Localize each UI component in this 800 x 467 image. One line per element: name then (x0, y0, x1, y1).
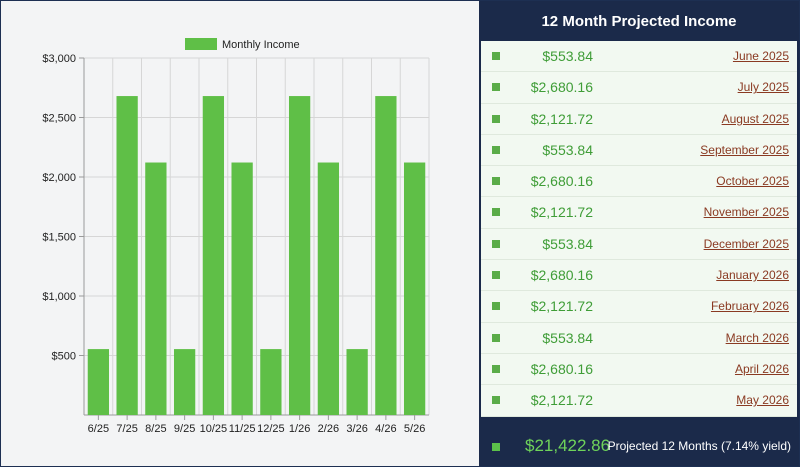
income-row: $2,680.16 July 2025 (481, 72, 797, 104)
income-row: $2,121.72 August 2025 (481, 103, 797, 135)
row-square-icon (492, 302, 500, 311)
bar (317, 162, 340, 415)
row-square-icon (492, 239, 500, 248)
row-amount: $553.84 (542, 141, 593, 158)
panel-title: 12 Month Projected Income (541, 12, 737, 30)
row-month-link[interactable]: August 2025 (721, 111, 789, 126)
row-amount: $2,680.16 (530, 173, 593, 190)
row-amount: $2,680.16 (530, 79, 593, 96)
bar (403, 162, 426, 415)
income-row: $553.84 June 2025 (481, 41, 797, 73)
total-square-icon (492, 443, 500, 451)
row-month-link[interactable]: October 2025 (716, 174, 789, 189)
row-square-icon (492, 114, 500, 123)
y-tick-label: $2,500 (42, 113, 76, 125)
row-amount: $2,121.72 (530, 392, 593, 409)
total-label: Projected 12 Months (7.14% yield) (607, 439, 791, 453)
row-square-icon (492, 83, 500, 92)
y-tick-label: $1,000 (42, 291, 76, 303)
row-amount: $553.84 (542, 235, 593, 252)
bar (145, 162, 167, 415)
x-tick-label: 4/26 (375, 423, 396, 435)
income-rows: $553.84 June 2025 $2,680.16 July 2025 $2,121… (481, 41, 797, 417)
x-tick-label: 3/26 (346, 423, 367, 435)
monthly-income-chart: $500 $1,000 $1,500 $2,000 $2,500 $3,000 6/25 7/… (42, 38, 430, 435)
bar (116, 96, 138, 415)
row-month-link[interactable]: July 2025 (737, 80, 789, 95)
income-row: $553.84 March 2026 (481, 322, 797, 354)
x-tick-label: 11/25 (229, 423, 256, 435)
legend-swatch (185, 38, 217, 50)
row-month-link[interactable]: December 2025 (703, 236, 789, 251)
row-amount: $2,121.72 (530, 204, 593, 221)
x-tick-label: 2/26 (318, 423, 339, 435)
row-month-link[interactable]: November 2025 (703, 205, 789, 220)
row-month-link[interactable]: June 2025 (732, 49, 789, 63)
row-amount: $2,680.16 (530, 267, 593, 284)
chart-panel: $500 $1,000 $1,500 $2,000 $2,500 $3,000 6/25 7/… (1, 1, 479, 466)
income-row: $553.84 December 2025 (481, 228, 797, 261)
row-month-link[interactable]: March 2026 (725, 330, 789, 345)
x-tick-label: 1/26 (289, 423, 310, 435)
row-square-icon (492, 396, 500, 405)
total-row: $21,422.86 Projected 12 Months (7.14% yi… (481, 428, 797, 464)
row-month-link[interactable]: September 2025 (700, 142, 789, 157)
x-tick-label: 9/25 (174, 423, 195, 435)
row-square-icon (492, 364, 500, 373)
row-square-icon (492, 52, 500, 60)
y-tick-label: $1,500 (42, 232, 76, 244)
row-month-link[interactable]: April 2026 (734, 361, 789, 376)
income-row: $2,121.72 May 2026 (481, 385, 797, 417)
y-tick-label: $500 (52, 351, 76, 363)
bar (173, 349, 196, 415)
x-tick-label: 12/25 (257, 423, 285, 435)
projected-income-panel: 12 Month Projected Income $553.84 June 20… (479, 1, 799, 466)
income-row: $2,680.16 October 2025 (481, 166, 797, 198)
x-tick-label: 8/25 (145, 423, 166, 435)
row-square-icon (492, 177, 500, 186)
row-amount: $2,680.16 (530, 360, 593, 377)
income-row: $2,121.72 November 2025 (481, 197, 797, 229)
y-tick-label: $2,000 (42, 172, 76, 184)
row-square-icon (492, 145, 500, 154)
bar (231, 162, 253, 415)
row-amount: $553.84 (542, 329, 593, 346)
y-tick-label: $3,000 (42, 53, 76, 65)
income-row: $2,680.16 April 2026 (481, 353, 797, 386)
row-square-icon (492, 208, 500, 217)
row-square-icon (492, 333, 500, 342)
income-row: $553.84 September 2025 (481, 134, 797, 167)
bar (346, 349, 368, 415)
income-row: $2,121.72 February 2026 (481, 291, 797, 323)
row-month-link[interactable]: May 2026 (736, 393, 789, 408)
x-tick-label: 6/25 (88, 423, 109, 435)
x-tick-label: 10/25 (200, 423, 228, 435)
total-amount: $21,422.86 (525, 436, 611, 455)
row-amount: $2,121.72 (530, 110, 593, 127)
bar (202, 96, 225, 415)
row-month-link[interactable]: January 2026 (716, 268, 789, 283)
x-tick-label: 5/26 (404, 423, 425, 435)
row-square-icon (492, 271, 500, 280)
row-amount: $553.84 (542, 48, 593, 64)
bar (288, 96, 311, 415)
income-row: $2,680.16 January 2026 (481, 260, 797, 292)
x-tick-label: 7/25 (116, 423, 137, 435)
legend-label: Monthly Income (222, 39, 300, 51)
bar (375, 96, 397, 415)
row-amount: $2,121.72 (530, 298, 593, 315)
bar (87, 349, 110, 415)
row-month-link[interactable]: February 2026 (710, 299, 789, 314)
bar (260, 349, 282, 415)
